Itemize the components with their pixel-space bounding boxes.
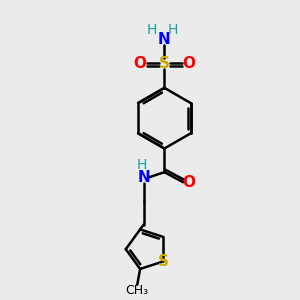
Text: S: S: [159, 56, 170, 71]
Text: O: O: [182, 175, 196, 190]
Text: H: H: [137, 158, 147, 172]
Text: S: S: [158, 254, 169, 269]
Text: N: N: [137, 170, 150, 185]
Text: H: H: [147, 22, 158, 37]
Text: O: O: [134, 56, 147, 71]
Text: CH₃: CH₃: [126, 284, 149, 297]
Text: H: H: [168, 22, 178, 37]
Text: N: N: [158, 32, 171, 47]
Text: O: O: [182, 56, 195, 71]
